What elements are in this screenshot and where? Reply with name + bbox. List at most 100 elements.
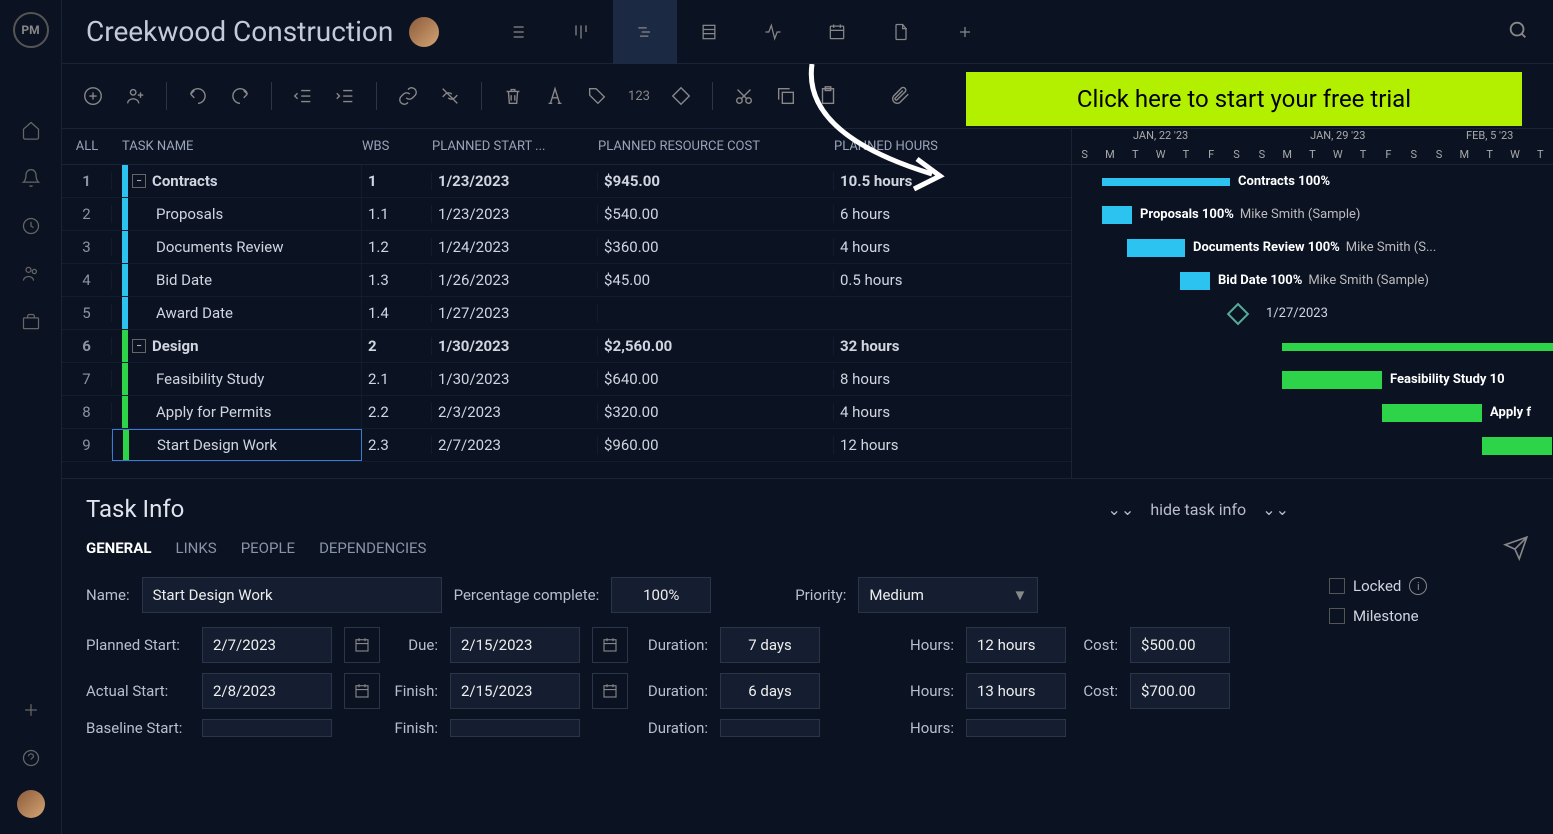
font-icon[interactable]: [540, 81, 570, 111]
briefcase-icon[interactable]: [15, 306, 47, 338]
help-icon[interactable]: [15, 742, 47, 774]
duration-a-input[interactable]: 6 days: [720, 673, 820, 709]
task-row[interactable]: 8Apply for Permits2.22/3/2023$320.004 ho…: [62, 396, 1071, 429]
info-icon[interactable]: i: [1409, 577, 1427, 595]
cta-banner[interactable]: Click here to start your free trial: [966, 72, 1522, 126]
view-calendar-icon[interactable]: [805, 0, 869, 64]
gantt-row: Feasibility Study 10: [1072, 363, 1553, 396]
tab-dependencies[interactable]: DEPENDENCIES: [319, 539, 426, 557]
undo-icon[interactable]: [183, 81, 213, 111]
task-row[interactable]: 6−Design21/30/2023$2,560.0032 hours: [62, 330, 1071, 363]
people-icon[interactable]: [15, 258, 47, 290]
calendar-icon[interactable]: [344, 627, 380, 663]
home-icon[interactable]: [15, 114, 47, 146]
col-all[interactable]: ALL: [62, 139, 112, 154]
view-board-icon[interactable]: [549, 0, 613, 64]
hide-task-info[interactable]: ⌄⌄ hide task info ⌄⌄: [1108, 500, 1290, 519]
gantt-bar[interactable]: Contracts 100%: [1102, 178, 1230, 186]
paste-icon[interactable]: [813, 81, 843, 111]
duration-a-label: Duration:: [640, 682, 708, 700]
finish-label: Finish:: [392, 682, 438, 700]
actual-start-input[interactable]: 2/8/2023: [202, 673, 332, 709]
tab-links[interactable]: LINKS: [176, 539, 217, 557]
calendar-icon[interactable]: [344, 673, 380, 709]
calendar-icon[interactable]: [592, 627, 628, 663]
baseline-start-input[interactable]: [202, 719, 332, 737]
task-row[interactable]: 9Start Design Work2.32/7/2023$960.0012 h…: [62, 429, 1071, 462]
col-cost[interactable]: PLANNED RESOURCE COST: [598, 139, 834, 154]
gantt-bar[interactable]: Feasibility Study 10: [1282, 371, 1382, 389]
hours-b-input[interactable]: [966, 719, 1066, 737]
task-row[interactable]: 2Proposals1.11/23/2023$540.006 hours: [62, 198, 1071, 231]
indent-icon[interactable]: [330, 81, 360, 111]
view-activity-icon[interactable]: [741, 0, 805, 64]
duration-p-input[interactable]: 7 days: [720, 627, 820, 663]
delete-icon[interactable]: [498, 81, 528, 111]
tab-people[interactable]: PEOPLE: [241, 539, 295, 557]
cost-p-input[interactable]: $500.00: [1130, 627, 1230, 663]
outdent-icon[interactable]: [288, 81, 318, 111]
task-row[interactable]: 1−Contracts11/23/2023$945.0010.5 hours: [62, 165, 1071, 198]
planned-start-input[interactable]: 2/7/2023: [202, 627, 332, 663]
gantt-row: Proposals 100%Mike Smith (Sample): [1072, 198, 1553, 231]
user-avatar[interactable]: [17, 790, 45, 818]
gantt-milestone[interactable]: [1227, 302, 1250, 325]
milestone-checkbox[interactable]: [1329, 608, 1345, 624]
locked-checkbox[interactable]: [1329, 578, 1345, 594]
duration-b-label: Duration:: [640, 719, 708, 737]
project-avatar[interactable]: [409, 17, 439, 47]
view-list-icon[interactable]: [485, 0, 549, 64]
col-wbs[interactable]: WBS: [362, 139, 432, 154]
gantt-bar[interactable]: [1282, 343, 1553, 351]
col-start[interactable]: PLANNED START ...: [432, 139, 598, 154]
cut-icon[interactable]: [729, 81, 759, 111]
search-icon[interactable]: [1507, 19, 1529, 45]
hours-p-input[interactable]: 12 hours: [966, 627, 1066, 663]
number-icon[interactable]: 123: [624, 81, 654, 111]
milestone-icon[interactable]: [666, 81, 696, 111]
hours-b-label: Hours:: [904, 719, 954, 737]
task-row[interactable]: 4Bid Date1.31/26/2023$45.000.5 hours: [62, 264, 1071, 297]
attach-icon[interactable]: [885, 81, 915, 111]
planned-start-label: Planned Start:: [86, 636, 190, 654]
gantt-bar[interactable]: Proposals 100%Mike Smith (Sample): [1102, 206, 1132, 224]
hours-a-input[interactable]: 13 hours: [966, 673, 1066, 709]
view-file-icon[interactable]: [869, 0, 933, 64]
gantt-row: Contracts 100%: [1072, 165, 1553, 198]
send-icon[interactable]: [1503, 535, 1529, 565]
task-row[interactable]: 7Feasibility Study2.11/30/2023$640.008 h…: [62, 363, 1071, 396]
redo-icon[interactable]: [225, 81, 255, 111]
clock-icon[interactable]: [15, 210, 47, 242]
duration-b-input[interactable]: [720, 719, 820, 737]
name-input[interactable]: Start Design Work: [142, 577, 442, 613]
finish-input[interactable]: 2/15/2023: [450, 673, 580, 709]
priority-select[interactable]: Medium ▼: [858, 577, 1038, 613]
app-logo[interactable]: PM: [13, 12, 49, 48]
view-sheet-icon[interactable]: [677, 0, 741, 64]
add-task-icon[interactable]: [78, 81, 108, 111]
col-name[interactable]: TASK NAME: [112, 139, 362, 154]
unlink-icon[interactable]: [435, 81, 465, 111]
cost-a-input[interactable]: $700.00: [1130, 673, 1230, 709]
gantt-bar[interactable]: Documents Review 100%Mike Smith (S...: [1127, 239, 1185, 257]
due-input[interactable]: 2/15/2023: [450, 627, 580, 663]
col-hours[interactable]: PLANNED HOURS: [834, 139, 992, 154]
tag-icon[interactable]: [582, 81, 612, 111]
link-icon[interactable]: [393, 81, 423, 111]
bell-icon[interactable]: [15, 162, 47, 194]
copy-icon[interactable]: [771, 81, 801, 111]
gantt-bar[interactable]: Bid Date 100%Mike Smith (Sample): [1180, 272, 1210, 290]
pct-input[interactable]: 100%: [611, 577, 711, 613]
view-gantt-icon[interactable]: [613, 0, 677, 64]
gantt-bar[interactable]: [1482, 437, 1552, 455]
calendar-icon[interactable]: [592, 673, 628, 709]
task-row[interactable]: 3Documents Review1.21/24/2023$360.004 ho…: [62, 231, 1071, 264]
add-person-icon[interactable]: [120, 81, 150, 111]
view-add-icon[interactable]: [933, 0, 997, 64]
finish-b-input[interactable]: [450, 719, 580, 737]
task-row[interactable]: 5Award Date1.41/27/2023: [62, 297, 1071, 330]
baseline-start-label: Baseline Start:: [86, 719, 190, 737]
tab-general[interactable]: GENERAL: [86, 539, 152, 557]
gantt-bar[interactable]: Apply f: [1382, 404, 1482, 422]
add-icon[interactable]: [15, 694, 47, 726]
